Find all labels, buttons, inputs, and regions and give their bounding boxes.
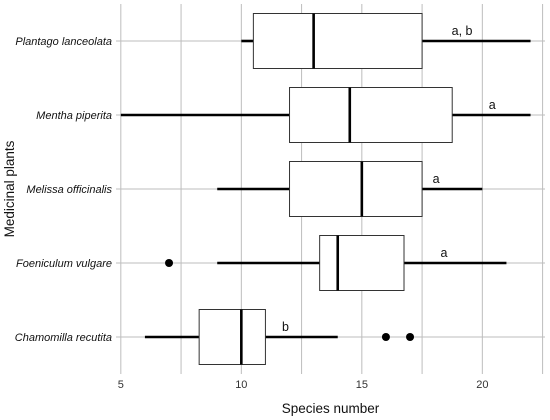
- iqr-box: [319, 235, 405, 291]
- x-tick-label: 15: [356, 379, 368, 391]
- category-label: Mentha piperita: [36, 110, 112, 122]
- box-melissa-officinalis: [217, 161, 483, 217]
- significance-letter: a: [441, 246, 448, 260]
- labels: a, b Plantago lanceolata a Mentha piperita a…: [15, 24, 496, 391]
- category-label: Chamomilla recutita: [15, 332, 112, 344]
- x-tick-label: 10: [235, 379, 247, 391]
- category-label: Melissa officinalis: [26, 184, 112, 196]
- significance-letter: b: [282, 320, 289, 334]
- iqr-box: [252, 13, 423, 69]
- box-plantago-lanceolata: [241, 13, 531, 69]
- outlier-point-0: [165, 259, 174, 267]
- box-series: [120, 13, 531, 365]
- x-axis-title: Species number: [282, 401, 380, 416]
- iqr-box: [289, 87, 453, 143]
- significance-letter: a: [433, 172, 440, 186]
- outlier-point-0: [381, 333, 390, 341]
- category-label: Foeniculum vulgare: [16, 258, 112, 270]
- outlier-point-1: [406, 333, 415, 341]
- box-foeniculum-vulgare: [165, 235, 507, 291]
- x-tick-label: 5: [118, 379, 124, 391]
- category-label: Plantago lanceolata: [15, 36, 112, 48]
- y-axis-title: Medicinal plants: [2, 140, 17, 237]
- box-chamomilla-recutita: [144, 309, 415, 365]
- x-tick-label: 20: [476, 379, 488, 391]
- iqr-box: [198, 309, 266, 365]
- significance-letter: a, b: [452, 24, 473, 38]
- iqr-box: [289, 161, 423, 217]
- box-mentha-piperita: [120, 87, 531, 143]
- significance-letter: a: [489, 98, 496, 112]
